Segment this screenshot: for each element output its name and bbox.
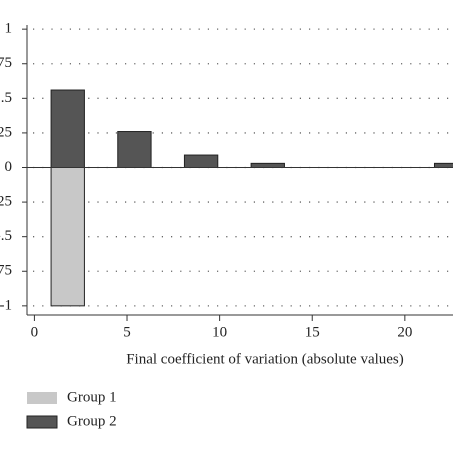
bar [433,162,453,169]
x-tick-label: 10 [212,324,227,340]
y-tick-label: .5 [1,90,12,106]
legend-swatch [27,392,57,404]
legend-label: Group 1 [67,389,117,405]
y-tick-label: -.5 [0,228,12,244]
y-tick-label: 0 [5,159,13,175]
y-tick-label: 1 [5,21,13,37]
bar [183,154,219,168]
y-tick-label: .75 [0,55,12,71]
y-tick-label: -.75 [0,263,12,279]
x-tick-label: 5 [123,324,131,340]
y-tick-label: .25 [0,124,12,140]
bar [50,89,85,168]
y-tick-label: -1 [0,297,12,313]
legend-label: Group 2 [67,413,117,429]
x-axis-title: Final coefficient of variation (absolute… [126,351,404,367]
x-tick-label: 0 [31,324,39,340]
x-tick-label: 15 [305,324,320,340]
bar [250,162,285,169]
x-tick-label: 20 [397,324,412,340]
bar [50,167,85,307]
bar [117,131,152,169]
legend-swatch [26,415,58,429]
y-tick-label: -.25 [0,194,12,210]
